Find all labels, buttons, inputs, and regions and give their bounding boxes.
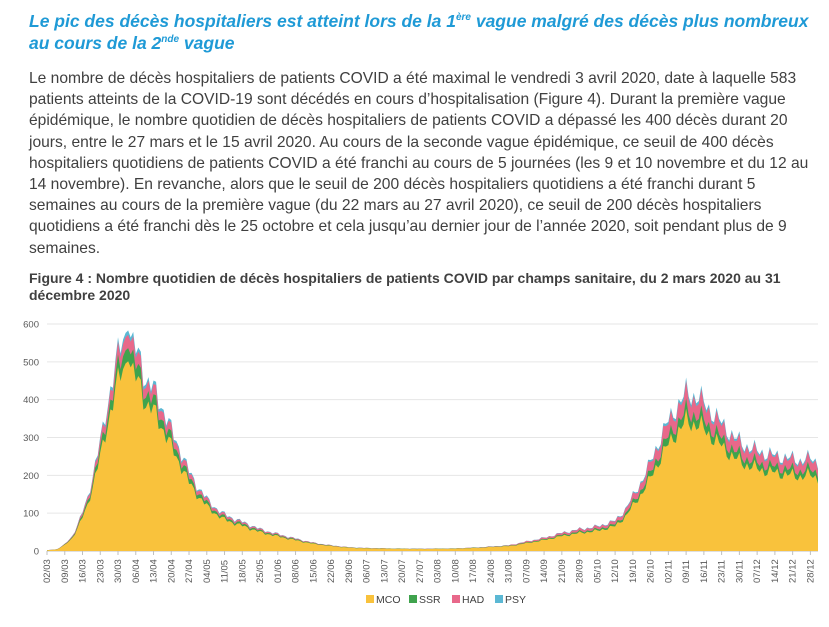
heading-sup-1: ère — [455, 12, 471, 24]
x-tick-label: 06/07 — [362, 559, 373, 583]
x-tick-label: 30/03 — [113, 559, 124, 583]
x-tick-label: 12/10 — [610, 559, 621, 583]
x-tick-label: 17/08 — [468, 559, 479, 583]
legend-swatch-had — [452, 595, 460, 603]
area-series-mco — [47, 361, 818, 551]
x-tick-label: 10/08 — [450, 559, 461, 583]
x-tick-label: 16/11 — [699, 560, 710, 583]
legend-label-ssr: SSR — [419, 594, 441, 606]
legend-swatch-ssr — [409, 595, 417, 603]
heading-part-1: Le pic des décès hospitaliers est attein… — [29, 11, 456, 31]
body-paragraph: Le nombre de décès hospitaliers de patie… — [29, 70, 809, 257]
x-tick-label: 24/08 — [486, 559, 497, 583]
legend-swatch-mco — [366, 595, 374, 603]
legend-label-had: HAD — [462, 594, 485, 606]
x-tick-label: 01/06 — [273, 559, 284, 583]
x-tick-label: 16/03 — [78, 559, 89, 583]
x-tick-label: 26/10 — [646, 559, 657, 583]
x-tick-label: 27/04 — [184, 559, 195, 583]
x-tick-label: 07/09 — [521, 559, 532, 583]
x-tick-label: 13/04 — [149, 559, 160, 583]
x-tick-label: 04/05 — [202, 559, 213, 583]
x-tick-label: 18/05 — [237, 559, 248, 583]
heading-sup-2: nde — [161, 34, 180, 46]
x-tick-label: 03/08 — [433, 559, 444, 583]
x-tick-label: 11/05 — [220, 560, 231, 583]
x-tick-label: 14/09 — [539, 559, 550, 583]
x-tick-label: 09/11 — [681, 560, 692, 583]
y-tick-label: 300 — [23, 433, 39, 444]
heading-part-3: vague — [179, 33, 235, 53]
y-tick-label: 0 — [34, 547, 39, 558]
x-tick-label: 21/09 — [557, 559, 568, 583]
x-tick-label: 05/10 — [592, 559, 603, 583]
x-tick-label: 27/07 — [415, 559, 426, 583]
y-tick-label: 100 — [23, 509, 39, 520]
x-tick-label: 31/08 — [504, 559, 515, 583]
y-tick-label: 600 — [23, 320, 39, 331]
legend-swatch-psy — [495, 595, 503, 603]
x-tick-label: 22/06 — [326, 559, 337, 583]
x-tick-label: 25/05 — [255, 559, 266, 583]
y-tick-label: 400 — [23, 395, 39, 406]
x-tick-label: 14/12 — [770, 559, 781, 583]
y-tick-label: 200 — [23, 471, 39, 482]
x-tick-label: 08/06 — [291, 559, 302, 583]
figure-caption: Figure 4 : Nombre quotidien de décès hos… — [29, 270, 781, 303]
legend-label-psy: PSY — [505, 594, 526, 606]
x-tick-label: 20/07 — [397, 559, 408, 583]
x-tick-label: 23/03 — [95, 559, 106, 583]
x-tick-label: 20/04 — [166, 559, 177, 583]
x-tick-label: 28/12 — [805, 559, 816, 583]
x-tick-label: 21/12 — [788, 559, 799, 583]
x-tick-label: 19/10 — [628, 559, 639, 583]
legend-label-mco: MCO — [376, 594, 401, 606]
y-tick-label: 500 — [23, 357, 39, 368]
heading-part-2: vague malgré des décès plus nombreux au … — [29, 11, 809, 53]
x-tick-label: 07/12 — [752, 559, 763, 583]
x-tick-label: 29/06 — [344, 559, 355, 583]
x-tick-label: 28/09 — [575, 559, 586, 583]
stacked-area-chart: 0 100 200 300 400 500 600 02/03 09/03 16/03 23/03 3… — [23, 320, 818, 606]
x-tick-label: 30/11 — [734, 560, 745, 583]
x-tick-label: 23/11 — [717, 560, 728, 583]
section-heading: Le pic des décès hospitaliers est attein… — [29, 10, 819, 54]
x-tick-label: 15/06 — [308, 559, 319, 583]
x-tick-label: 02/03 — [42, 559, 53, 583]
x-tick-label: 02/11 — [663, 560, 674, 583]
x-tick-label: 09/03 — [60, 559, 71, 583]
x-tick-label: 06/04 — [131, 559, 142, 583]
x-tick-label: 13/07 — [379, 559, 390, 583]
